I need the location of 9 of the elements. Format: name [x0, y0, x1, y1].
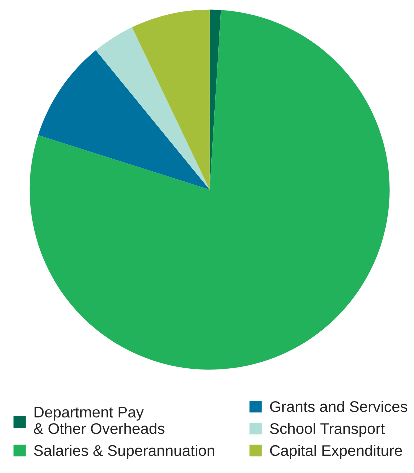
legend-label: Capital Expenditure [270, 445, 402, 460]
pie-slice [132, 10, 210, 190]
pie-slice [30, 10, 390, 370]
legend-label: Grants and Services [270, 401, 408, 412]
legend-label: Department Pay & Other Overheads [34, 407, 165, 434]
legend-label: Salaries & Superannuation [34, 445, 214, 460]
pie-slice [96, 28, 210, 190]
legend-label: School Transport [270, 423, 385, 438]
pie-slice [38, 50, 210, 190]
